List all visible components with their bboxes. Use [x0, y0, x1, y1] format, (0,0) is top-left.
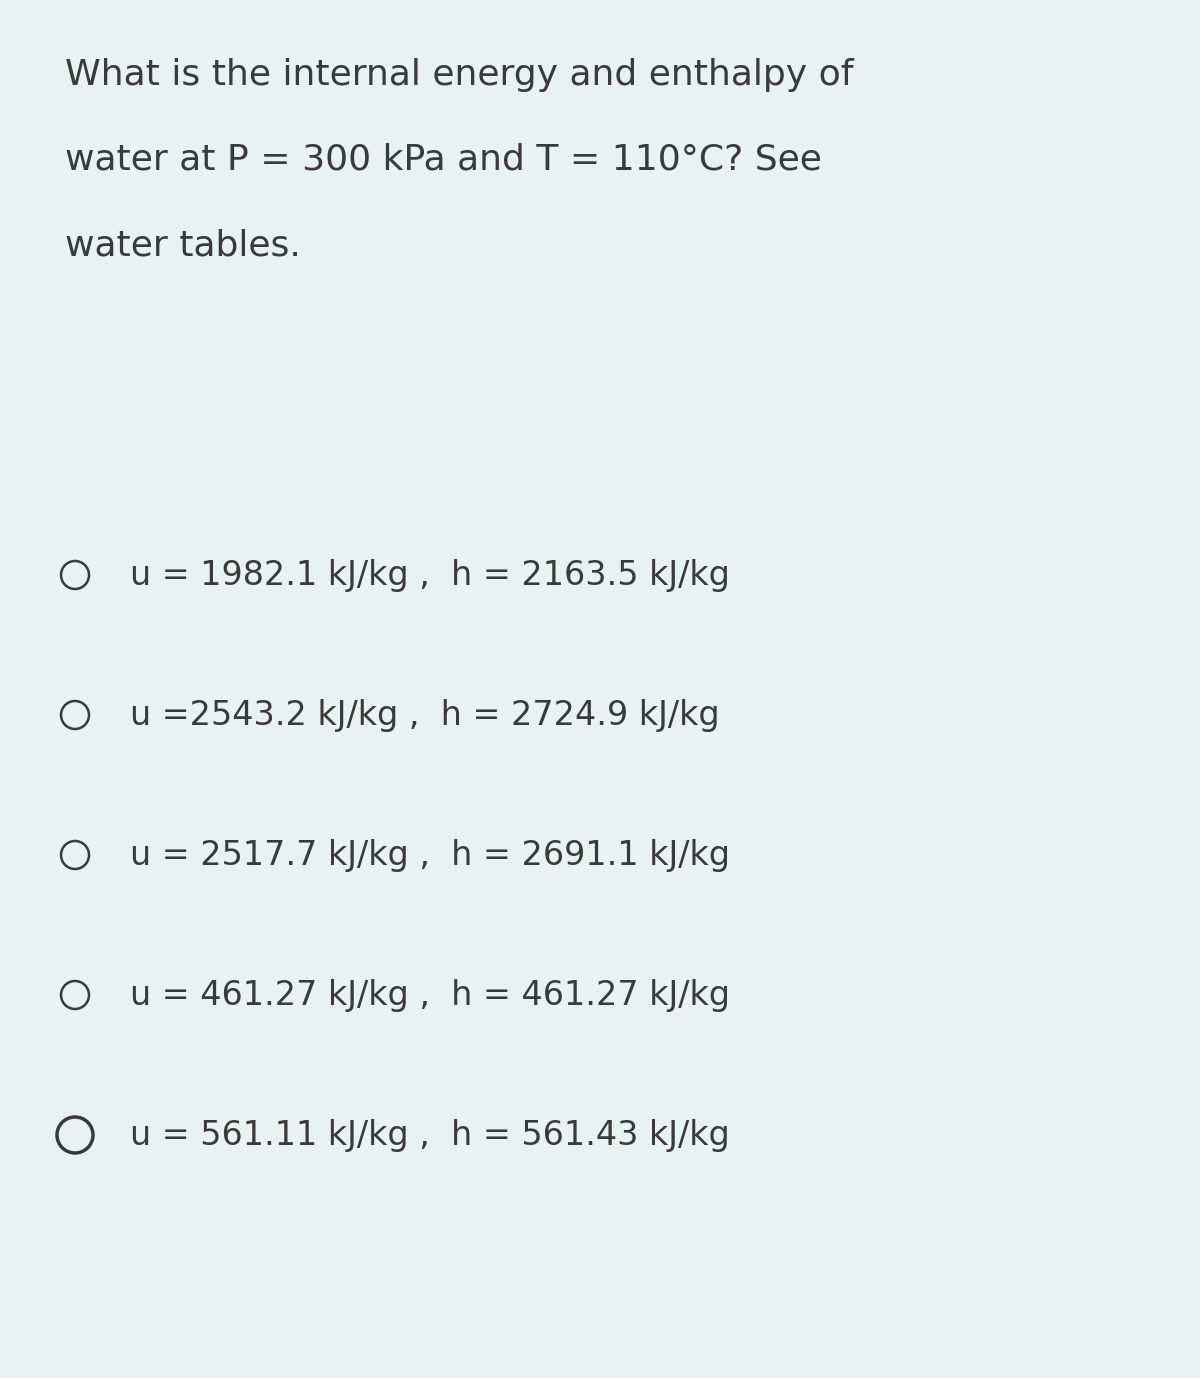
Text: What is the internal energy and enthalpy of: What is the internal energy and enthalpy… — [65, 58, 853, 92]
Text: water at P = 300 kPa and T = 110°C? See: water at P = 300 kPa and T = 110°C? See — [65, 143, 822, 176]
Text: u = 561.11 kJ/kg ,  h = 561.43 kJ/kg: u = 561.11 kJ/kg , h = 561.43 kJ/kg — [130, 1119, 730, 1152]
Text: u = 1982.1 kJ/kg ,  h = 2163.5 kJ/kg: u = 1982.1 kJ/kg , h = 2163.5 kJ/kg — [130, 558, 730, 591]
Text: u = 2517.7 kJ/kg ,  h = 2691.1 kJ/kg: u = 2517.7 kJ/kg , h = 2691.1 kJ/kg — [130, 838, 730, 871]
Text: water tables.: water tables. — [65, 227, 301, 262]
Text: u = 461.27 kJ/kg ,  h = 461.27 kJ/kg: u = 461.27 kJ/kg , h = 461.27 kJ/kg — [130, 978, 730, 1011]
Text: u =2543.2 kJ/kg ,  h = 2724.9 kJ/kg: u =2543.2 kJ/kg , h = 2724.9 kJ/kg — [130, 699, 720, 732]
